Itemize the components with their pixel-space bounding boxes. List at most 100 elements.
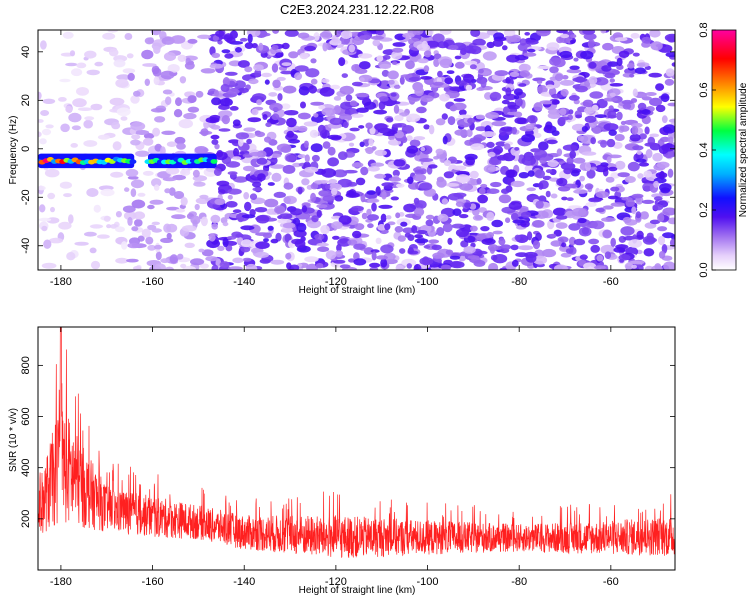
spectrogram-cell: [394, 115, 404, 122]
spectrogram-cell: [143, 137, 154, 146]
spectrogram-cell: [511, 259, 519, 267]
spectrogram-cell: [446, 70, 455, 74]
spectrogram-cell: [556, 30, 568, 34]
spectrogram-cell: [626, 63, 635, 69]
spectrogram-cell: [464, 202, 472, 208]
spectrogram-cell: [439, 30, 452, 35]
spectrogram-cell: [503, 106, 510, 114]
spectrogram-cell: [657, 213, 665, 222]
spectrogram-cell: [573, 189, 588, 194]
spectrogram-cell: [391, 50, 403, 60]
spectrogram-cell: [327, 157, 339, 167]
spectrogram-cell: [321, 107, 336, 117]
spectrogram-cell: [425, 219, 434, 227]
spectrogram-cell: [150, 108, 166, 113]
spectrogram-cell: [570, 169, 580, 177]
spectrogram-cell: [115, 211, 122, 218]
spectrogram-cell: [381, 69, 390, 77]
spectrogram-cell: [436, 178, 447, 188]
spectrogram-cell: [394, 226, 403, 233]
spectrogram-cell: [662, 124, 675, 134]
y-tick-label: 0: [20, 146, 32, 152]
spectrogram-cell: [280, 70, 294, 75]
spectrogram-cell: [637, 102, 647, 111]
spectrogram-cell: [570, 39, 576, 44]
spectrogram-cell: [497, 154, 509, 161]
spectrogram-cell: [666, 35, 675, 43]
spectrogram-cell: [249, 193, 258, 200]
x-tick-label: -80: [511, 576, 527, 588]
spectrogram-cell: [520, 211, 532, 218]
spectrogram-cell: [49, 237, 63, 244]
spectrogram-cell: [380, 244, 394, 254]
spectrogram-cell: [492, 254, 508, 264]
spectrogram-cell: [42, 98, 56, 105]
spectrogram-cell: [594, 114, 607, 119]
spectrogram-cell: [275, 232, 282, 242]
spectrogram-cell: [393, 104, 400, 114]
spectrogram-cell: [470, 30, 481, 37]
spectrogram-cell: [211, 264, 219, 270]
spectrogram-cell: [141, 49, 154, 60]
spectrogram-cell: [640, 211, 649, 220]
spectrogram-cell: [76, 62, 87, 69]
spectrogram-cell: [472, 215, 484, 221]
spectrogram-cell: [423, 50, 432, 58]
spectrogram-cell: [491, 219, 504, 228]
snr-x-ticks: -180 -160 -140 -120 -100 -80 -60: [50, 327, 619, 588]
spectrogram-cell: [310, 101, 325, 106]
spectrogram-cell: [546, 42, 560, 51]
spectrogram-cell: [414, 86, 425, 97]
spectrogram-cell: [221, 49, 231, 54]
spectrogram-cell: [556, 148, 563, 157]
spectrogram-cell: [195, 90, 204, 98]
spectrogram-cell: [214, 89, 219, 97]
spectrogram-cell: [465, 156, 476, 166]
spectrogram-cell: [174, 136, 186, 145]
spectrogram-cell: [282, 164, 296, 174]
y-tick-label: -40: [20, 238, 32, 254]
spectrogram-cell: [338, 114, 353, 122]
spectrogram-cell: [549, 233, 557, 238]
spectrogram-cell: [215, 151, 228, 161]
spectrogram-cell: [437, 213, 449, 222]
spectrogram-cell: [514, 234, 521, 241]
spectrogram-cell: [127, 176, 139, 180]
spectrogram-cell: [41, 262, 57, 269]
spectrogram-frame: [37, 29, 676, 271]
spectrogram-cell: [511, 126, 517, 135]
spectrogram-cell: [289, 264, 300, 270]
spectrogram-cell: [595, 207, 605, 213]
spectrogram-cell: [184, 62, 195, 70]
spectrogram-cell: [629, 133, 641, 142]
spectrogram-cell: [467, 255, 480, 260]
spectrogram-cell: [213, 168, 222, 177]
spectrogram-cell: [536, 80, 543, 84]
spectrogram-cell: [152, 127, 161, 137]
spectrogram-cell: [187, 106, 200, 113]
x-tick-label: -180: [50, 576, 72, 588]
spectrogram-cell: [262, 114, 268, 120]
spectrogram-cell: [225, 201, 238, 208]
spectrogram-cell: [376, 55, 384, 62]
spectrogram-cell: [133, 211, 146, 220]
spectrogram-cell: [559, 116, 570, 121]
spectrogram-cell: [542, 175, 552, 181]
spectrogram-cell: [509, 71, 520, 78]
y-tick-label: 400: [20, 459, 32, 477]
spectrogram-cell: [294, 239, 306, 249]
spectrogram-cell: [391, 61, 398, 65]
spectrogram-cell: [646, 232, 654, 240]
spectrogram-cell: [153, 184, 160, 191]
spectrogram-cell: [256, 99, 262, 106]
spectrogram-cell: [455, 201, 464, 208]
spectrogram-cell: [383, 258, 398, 265]
spectrogram-cell: [115, 257, 129, 264]
spectrogram-cell: [219, 261, 230, 268]
spectrogram-cell: [149, 199, 164, 205]
colorbar-tick-label: 0.6: [698, 82, 710, 97]
spectrogram-y-ticks: -40 -20 0 20 40: [20, 46, 675, 254]
spectrogram-cell: [555, 222, 568, 229]
spectrogram-cell: [577, 135, 584, 142]
